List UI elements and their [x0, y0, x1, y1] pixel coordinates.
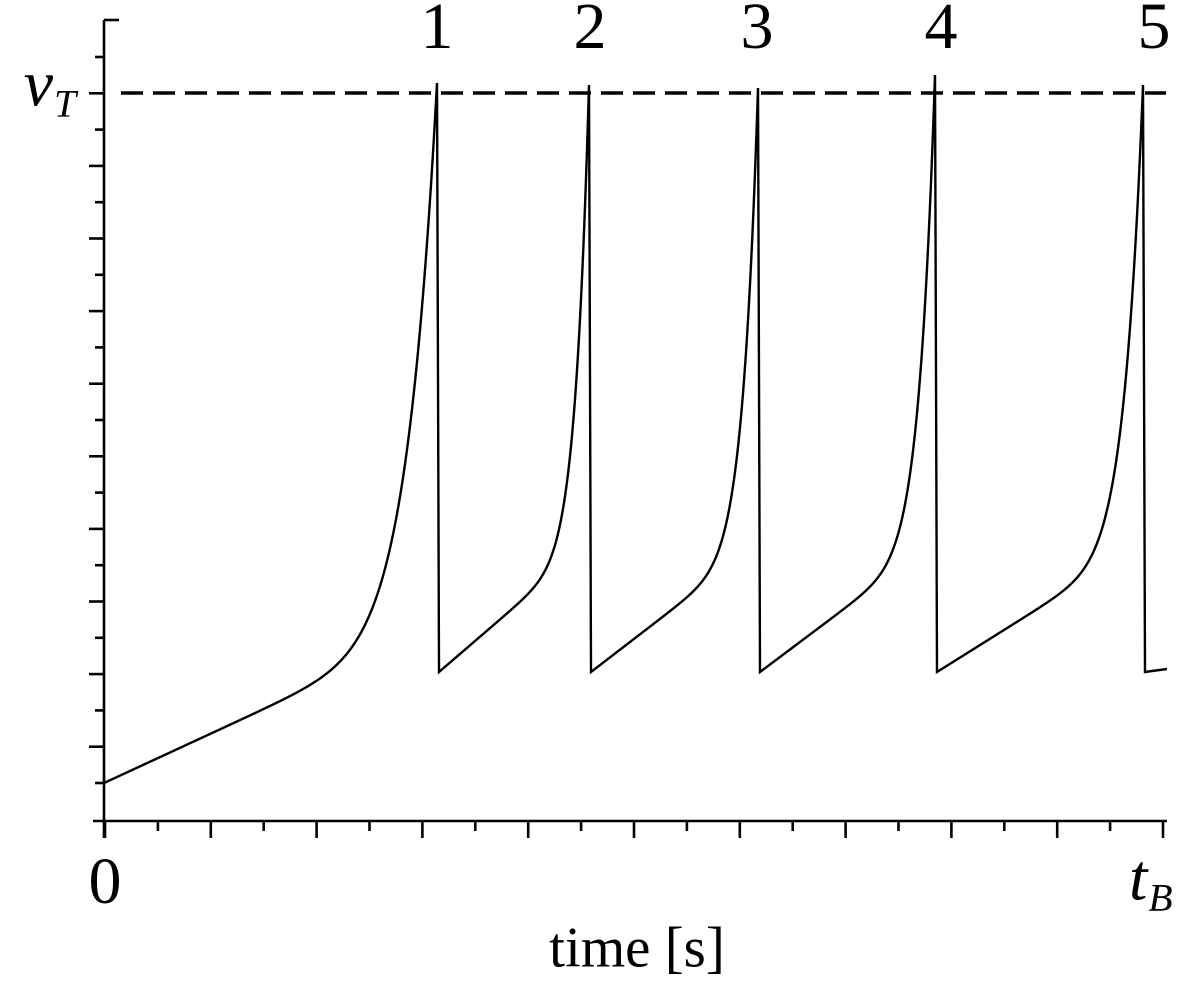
spike-number-label: 4 [924, 0, 958, 63]
spike-number-label: 3 [740, 0, 774, 63]
membrane-potential-curve [103, 74, 1168, 785]
spike-number-label: 5 [1137, 0, 1171, 63]
spike-number-label: 2 [573, 0, 607, 63]
threshold-label-main: v [23, 47, 53, 121]
x-axis-end-tick-label: tB [1129, 845, 1173, 920]
x-axis-title: time [s] [549, 916, 725, 980]
spike-number-label: 1 [420, 0, 454, 63]
x-axis-origin-tick-label: 0 [88, 845, 122, 918]
x-end-label-main: t [1129, 841, 1148, 915]
x-end-label-subscript: B [1148, 875, 1173, 920]
y-axis-threshold-label: vT [24, 51, 76, 126]
threshold-label-subscript: T [53, 81, 76, 126]
